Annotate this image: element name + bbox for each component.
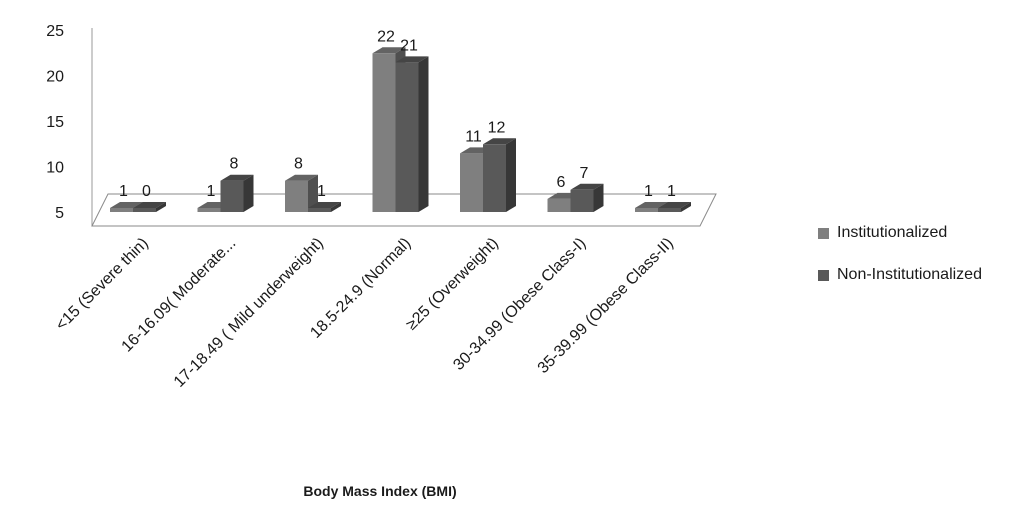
bar-side-face	[418, 56, 429, 213]
x-category-label-2: 17-18.49 ( Mild underweight)	[171, 235, 327, 391]
data-label-non-institutionalized-6: 1	[667, 183, 676, 200]
bar-top-face	[372, 47, 406, 54]
data-label-institutionalized-6: 1	[644, 183, 653, 200]
data-label-non-institutionalized-0: 0	[142, 183, 151, 200]
data-label-institutionalized-5: 6	[557, 174, 566, 191]
y-tick-label: 10	[46, 160, 64, 177]
legend-swatch-institutionalized	[818, 227, 829, 239]
bars	[110, 47, 691, 213]
bar-top-face	[133, 202, 166, 208]
y-tick-label: 5	[55, 205, 64, 222]
data-label-non-institutionalized-1: 8	[230, 156, 239, 173]
legend-label-non-institutionalized: Non-Institutionalized	[837, 266, 982, 283]
bar-front-face	[483, 144, 506, 212]
bar-front-face	[133, 208, 156, 212]
bar-side-face	[506, 138, 516, 212]
bar-top-face	[395, 56, 429, 63]
bar-side-face	[156, 202, 166, 212]
bar-non-institutionalized-3	[395, 56, 429, 213]
bar-side-face	[308, 174, 318, 212]
bar-top-face	[308, 202, 341, 208]
bar-front-face	[110, 208, 133, 212]
bar-top-face	[658, 202, 691, 208]
data-label-non-institutionalized-4: 12	[488, 119, 506, 136]
bar-non-institutionalized-1	[220, 174, 254, 212]
y-tick-label: 15	[46, 114, 64, 131]
y-tick-label: 25	[46, 23, 64, 40]
bar-front-face	[197, 208, 221, 212]
bar-front-face	[285, 180, 308, 212]
x-axis-title: Body Mass Index (BMI)	[303, 483, 456, 499]
bar-non-institutionalized-2	[308, 202, 341, 212]
bar-institutionalized-2	[285, 174, 318, 212]
bar-front-face	[570, 189, 594, 212]
bar-top-face	[110, 202, 143, 208]
x-axis-category-labels: <15 (Severe thin)16-16.09( Moderate...17…	[53, 235, 677, 391]
legend-swatch-non-institutionalized	[818, 269, 829, 281]
data-label-institutionalized-1: 1	[207, 183, 216, 200]
bar-non-institutionalized-0	[133, 202, 166, 212]
bar-front-face	[658, 208, 681, 212]
data-label-non-institutionalized-5: 7	[580, 165, 589, 182]
x-category-label-4: ≥25 (Overweight)	[403, 235, 502, 334]
bar-top-face	[570, 183, 604, 190]
legend-label-institutionalized: Institutionalized	[837, 224, 948, 241]
bar-side-face	[593, 183, 604, 212]
bar-side-face	[243, 174, 254, 212]
bar-top-face	[635, 202, 668, 208]
bar-front-face	[308, 208, 331, 212]
bar-front-face	[220, 180, 244, 212]
data-label-non-institutionalized-3: 21	[400, 37, 418, 54]
data-label-institutionalized-2: 8	[294, 156, 303, 173]
data-label-institutionalized-4: 11	[465, 128, 482, 145]
bar-non-institutionalized-6	[658, 202, 691, 212]
bar-front-face	[547, 198, 571, 212]
legend-item-non-institutionalized: Non-Institutionalized	[818, 266, 982, 284]
bar-non-institutionalized-5	[570, 183, 604, 212]
bar-front-face	[395, 62, 419, 213]
x-category-label-0: <15 (Severe thin)	[53, 235, 152, 334]
bar-front-face	[460, 153, 483, 212]
bar-non-institutionalized-4	[483, 138, 516, 212]
bar-top-face	[285, 174, 318, 181]
legend-item-institutionalized: Institutionalized	[818, 224, 947, 242]
x-category-label-3: 18.5-24.9 (Normal)	[307, 235, 414, 342]
data-label-institutionalized-0: 1	[119, 183, 128, 200]
data-label-institutionalized-3: 22	[377, 28, 395, 45]
bar-top-face	[220, 174, 254, 181]
bar-front-face	[635, 208, 658, 212]
bar-side-face	[681, 202, 691, 212]
data-label-non-institutionalized-2: 1	[317, 183, 326, 200]
bar-top-face	[483, 138, 516, 145]
y-tick-label: 20	[46, 69, 64, 86]
bar-side-face	[331, 202, 341, 212]
bar-front-face	[372, 53, 396, 212]
